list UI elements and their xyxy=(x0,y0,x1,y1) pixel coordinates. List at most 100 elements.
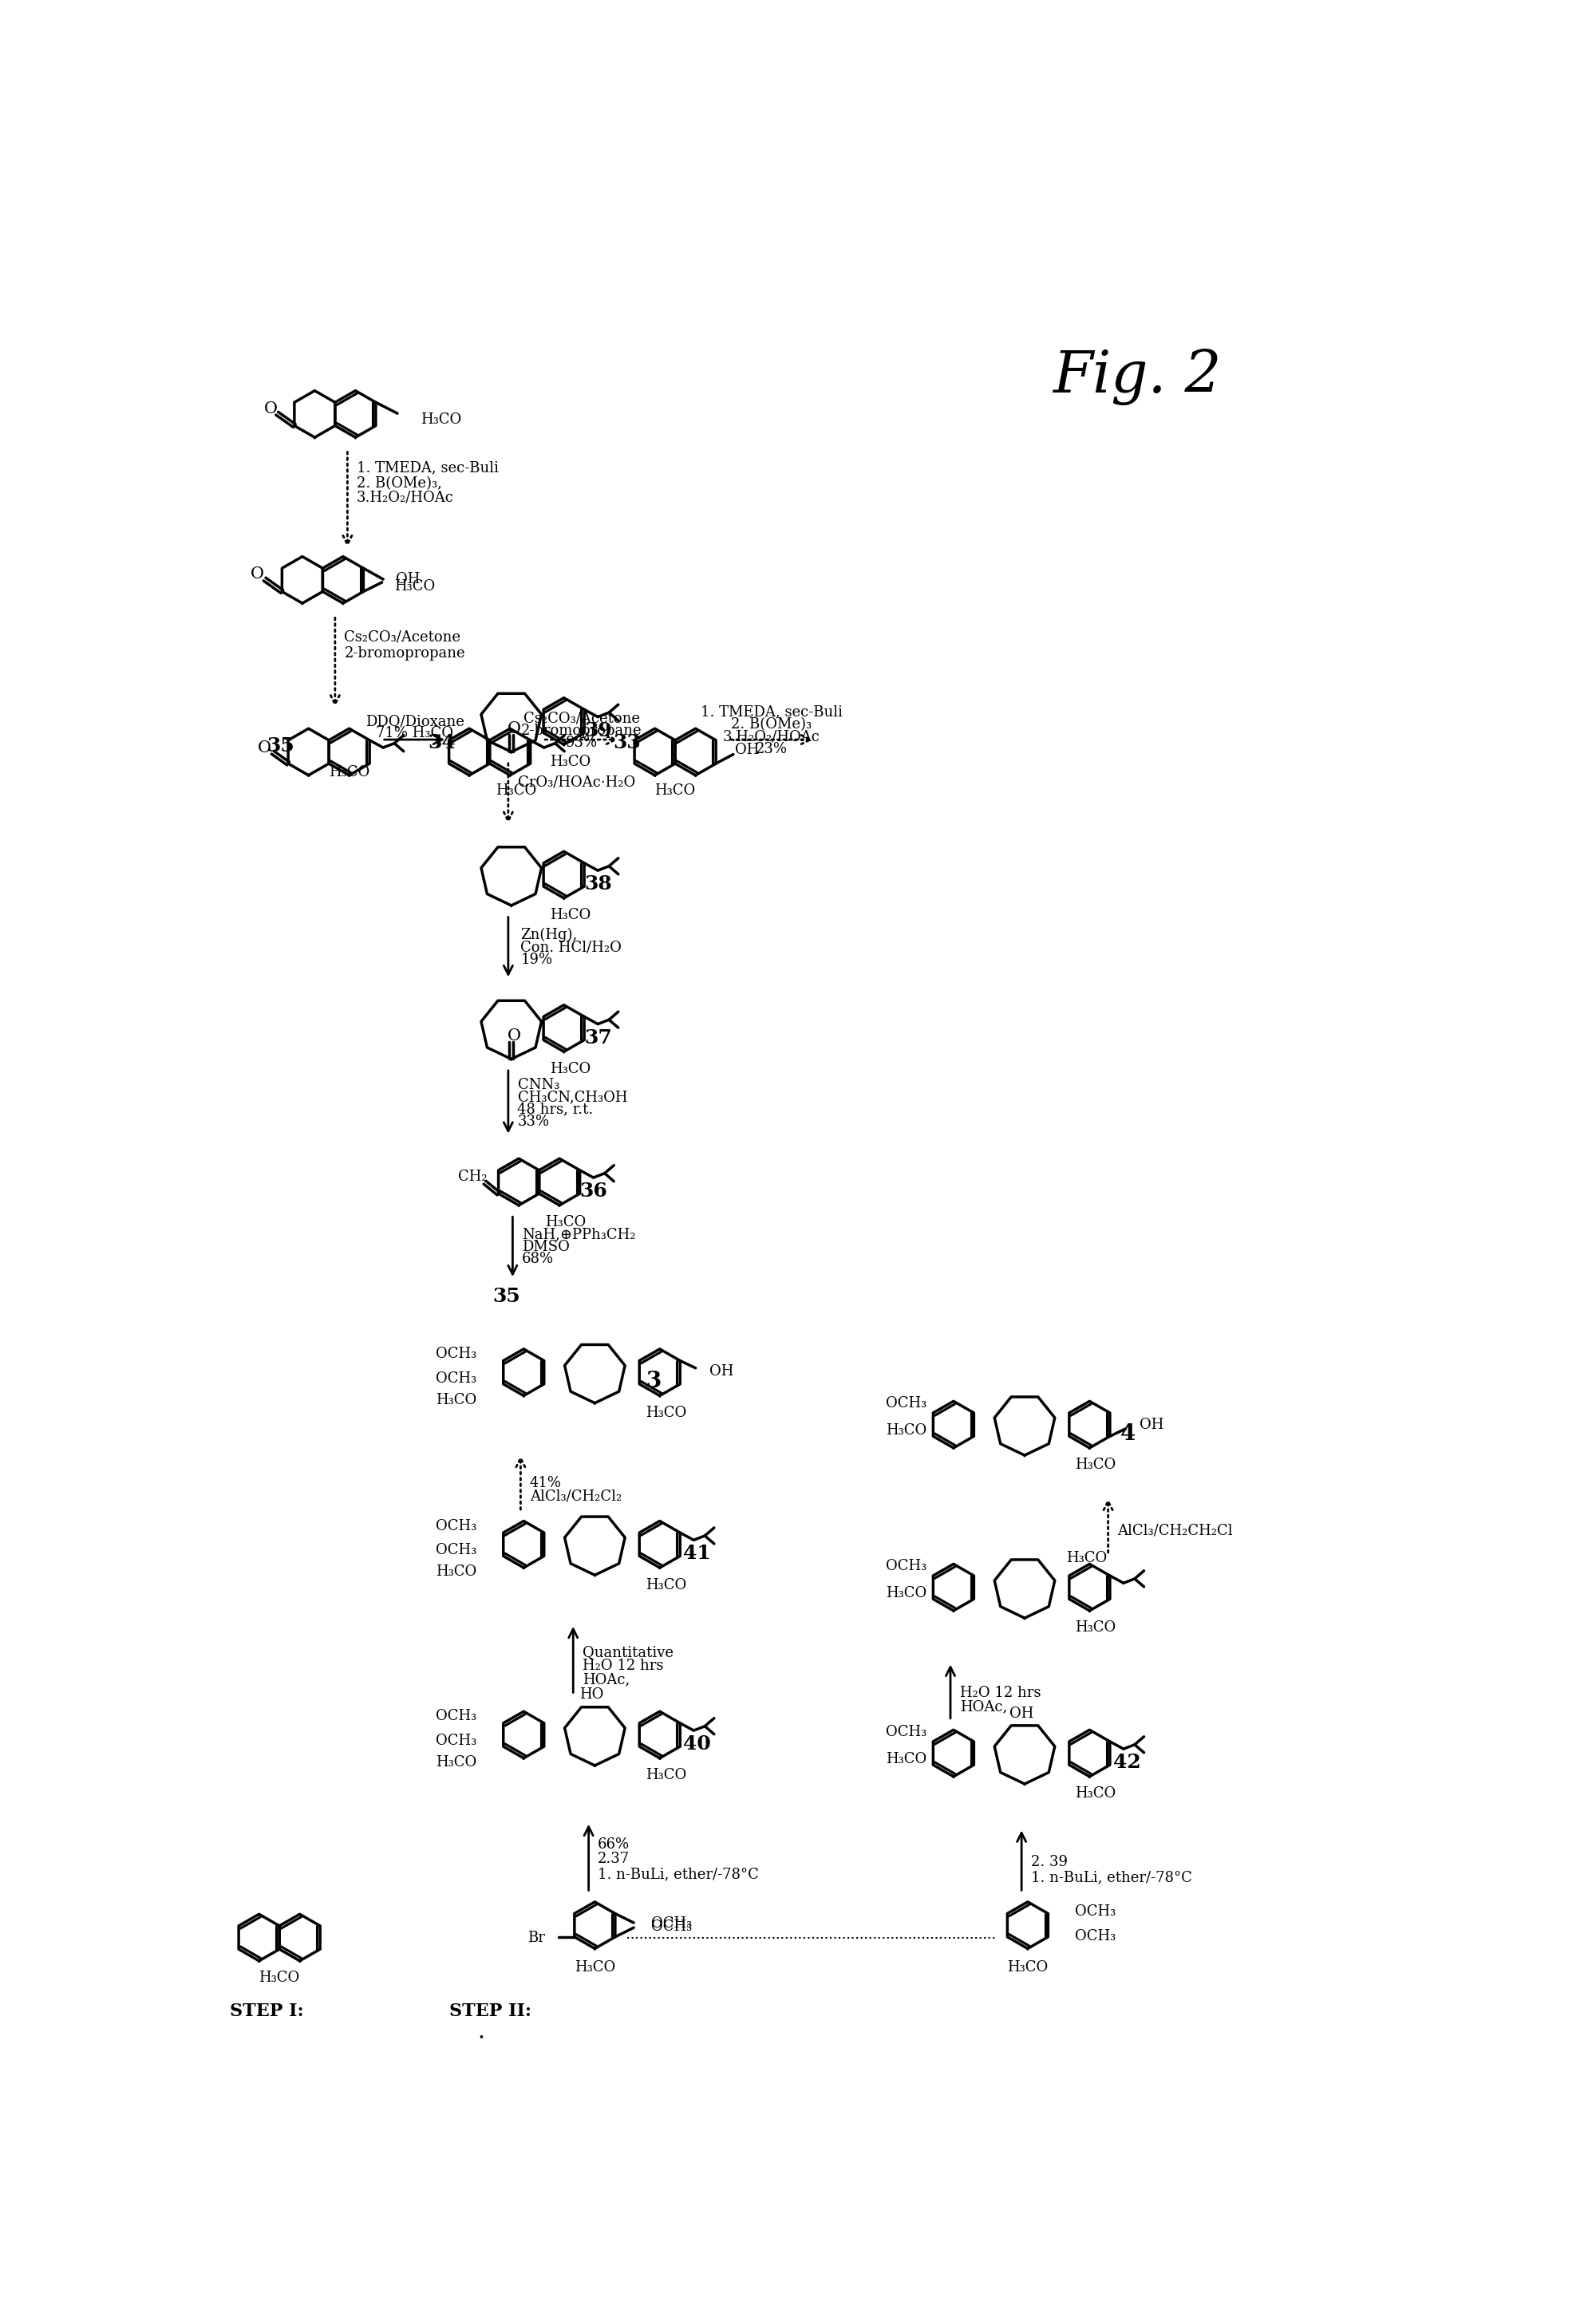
Text: 2. B(OMe)₃: 2. B(OMe)₃ xyxy=(731,718,812,732)
Text: OCH₃: OCH₃ xyxy=(436,1346,476,1362)
Text: Fig. 2: Fig. 2 xyxy=(1052,349,1221,407)
Text: CNN₃: CNN₃ xyxy=(517,1078,559,1092)
Text: AlCl₃/CH₂CH₂Cl: AlCl₃/CH₂CH₂Cl xyxy=(1118,1522,1232,1538)
Text: H₃CO: H₃CO xyxy=(654,783,696,797)
Text: H₃CO: H₃CO xyxy=(1067,1550,1106,1564)
Text: O: O xyxy=(258,739,272,755)
Text: OCH₃: OCH₃ xyxy=(1075,1929,1116,1943)
Text: 40: 40 xyxy=(683,1734,710,1755)
Text: Con. HCl/H₂O: Con. HCl/H₂O xyxy=(521,941,622,955)
Text: OCH₃: OCH₃ xyxy=(436,1708,476,1724)
Text: OCH₃: OCH₃ xyxy=(887,1724,927,1738)
Text: H₃CO: H₃CO xyxy=(1075,1787,1116,1801)
Text: 2-bromopropane: 2-bromopropane xyxy=(344,646,465,660)
Text: Zn(Hg),: Zn(Hg), xyxy=(521,927,578,941)
Text: 41: 41 xyxy=(683,1543,710,1564)
Text: 38: 38 xyxy=(584,874,611,892)
Text: 71% H₃CO: 71% H₃CO xyxy=(376,727,454,741)
Text: H₃CO: H₃CO xyxy=(436,1564,476,1580)
Text: O: O xyxy=(264,402,277,416)
Text: OCH₃: OCH₃ xyxy=(651,1920,693,1934)
Text: 3.H₂O₂/HOAc: 3.H₂O₂/HOAc xyxy=(723,730,820,744)
Text: H₃CO: H₃CO xyxy=(887,1587,927,1601)
Text: Cs₂CO₃/Acetone: Cs₂CO₃/Acetone xyxy=(524,711,640,725)
Text: 48 hrs, r.t.: 48 hrs, r.t. xyxy=(517,1102,594,1116)
Text: OH: OH xyxy=(710,1364,734,1378)
Text: 2. B(OMe)₃,: 2. B(OMe)₃, xyxy=(357,476,443,490)
Text: OCH₃: OCH₃ xyxy=(651,1917,693,1931)
Text: DMSO: DMSO xyxy=(522,1239,570,1255)
Text: H₃CO: H₃CO xyxy=(1075,1620,1116,1636)
Text: H₃CO: H₃CO xyxy=(887,1425,927,1439)
Text: .: . xyxy=(478,2022,484,2043)
Text: 35: 35 xyxy=(492,1287,521,1306)
Text: OCH₃: OCH₃ xyxy=(436,1371,476,1385)
Text: H₃CO: H₃CO xyxy=(1008,1959,1048,1973)
Text: CH₃CN,CH₃OH: CH₃CN,CH₃OH xyxy=(517,1090,627,1104)
Text: O: O xyxy=(508,1027,521,1043)
Text: H₃CO: H₃CO xyxy=(645,1769,686,1783)
Text: H₃CO: H₃CO xyxy=(436,1755,476,1769)
Text: 41%: 41% xyxy=(530,1476,562,1490)
Text: H₃CO: H₃CO xyxy=(887,1752,927,1766)
Text: CrO₃/HOAc·H₂O: CrO₃/HOAc·H₂O xyxy=(517,776,635,790)
Text: 33%: 33% xyxy=(517,1116,549,1129)
Text: OH: OH xyxy=(395,572,420,586)
Text: H₃CO: H₃CO xyxy=(1075,1457,1116,1473)
Text: OCH₃: OCH₃ xyxy=(436,1543,476,1557)
Text: 93%: 93% xyxy=(565,734,597,751)
Text: 1. n-BuLi, ether/-78°C: 1. n-BuLi, ether/-78°C xyxy=(1030,1871,1192,1885)
Text: H₃CO: H₃CO xyxy=(436,1392,476,1406)
Text: 1. TMEDA, sec-Buli: 1. TMEDA, sec-Buli xyxy=(700,704,842,718)
Text: H₃CO: H₃CO xyxy=(330,765,369,779)
Text: H₂O 12 hrs: H₂O 12 hrs xyxy=(960,1685,1041,1701)
Text: 37: 37 xyxy=(584,1027,611,1048)
Text: H₃CO: H₃CO xyxy=(645,1406,686,1420)
Text: 33: 33 xyxy=(613,732,642,753)
Text: 1. TMEDA, sec-Buli: 1. TMEDA, sec-Buli xyxy=(357,460,498,476)
Text: H₃CO: H₃CO xyxy=(395,579,435,595)
Text: H₂O 12 hrs: H₂O 12 hrs xyxy=(583,1659,664,1673)
Text: 1. n-BuLi, ether/-78°C: 1. n-BuLi, ether/-78°C xyxy=(599,1866,759,1882)
Text: 3: 3 xyxy=(646,1371,661,1392)
Text: OCH₃: OCH₃ xyxy=(887,1559,927,1573)
Text: DDQ/Dioxane: DDQ/Dioxane xyxy=(365,713,465,727)
Text: HO: HO xyxy=(579,1687,603,1701)
Text: O: O xyxy=(508,720,521,737)
Text: H₃CO: H₃CO xyxy=(549,909,591,923)
Text: CH₂: CH₂ xyxy=(458,1169,487,1183)
Text: 39: 39 xyxy=(584,720,611,739)
Text: OH: OH xyxy=(736,744,759,758)
Text: H₃CO: H₃CO xyxy=(549,755,591,769)
Text: 34: 34 xyxy=(428,732,455,753)
Text: H₃CO: H₃CO xyxy=(259,1971,299,1985)
Text: 2. 39: 2. 39 xyxy=(1030,1855,1068,1868)
Text: OCH₃: OCH₃ xyxy=(436,1520,476,1534)
Text: 42: 42 xyxy=(1113,1752,1140,1771)
Text: OH: OH xyxy=(1009,1706,1033,1720)
Text: H₃CO: H₃CO xyxy=(495,783,537,797)
Text: OH: OH xyxy=(1140,1418,1164,1432)
Text: AlCl₃/CH₂Cl₂: AlCl₃/CH₂Cl₂ xyxy=(530,1490,622,1504)
Text: STEP II:: STEP II: xyxy=(449,2003,532,2020)
Text: NaH,⊕PPh₃CH₂: NaH,⊕PPh₃CH₂ xyxy=(522,1227,635,1241)
Text: OCH₃: OCH₃ xyxy=(436,1734,476,1748)
Text: H₃CO: H₃CO xyxy=(549,1062,591,1076)
Text: 3.H₂O₂/HOAc: 3.H₂O₂/HOAc xyxy=(357,490,454,504)
Text: H₃CO: H₃CO xyxy=(645,1578,686,1592)
Text: OCH₃: OCH₃ xyxy=(887,1397,927,1411)
Text: 35: 35 xyxy=(267,737,295,755)
Text: 2-bromopropane: 2-bromopropane xyxy=(521,723,642,737)
Text: HOAc,: HOAc, xyxy=(583,1673,630,1687)
Text: HOAc,: HOAc, xyxy=(960,1699,1008,1713)
Text: STEP I:: STEP I: xyxy=(229,2003,304,2020)
Text: H₃CO: H₃CO xyxy=(420,411,462,428)
Text: Cs₂CO₃/Acetone: Cs₂CO₃/Acetone xyxy=(344,630,460,644)
Text: Quantitative: Quantitative xyxy=(583,1645,673,1659)
Text: 68%: 68% xyxy=(522,1253,554,1267)
Text: OCH₃: OCH₃ xyxy=(1075,1906,1116,1920)
Text: 4: 4 xyxy=(1121,1422,1135,1446)
Text: O: O xyxy=(250,567,264,581)
Text: Br: Br xyxy=(527,1931,544,1945)
Text: 66%: 66% xyxy=(599,1838,630,1852)
